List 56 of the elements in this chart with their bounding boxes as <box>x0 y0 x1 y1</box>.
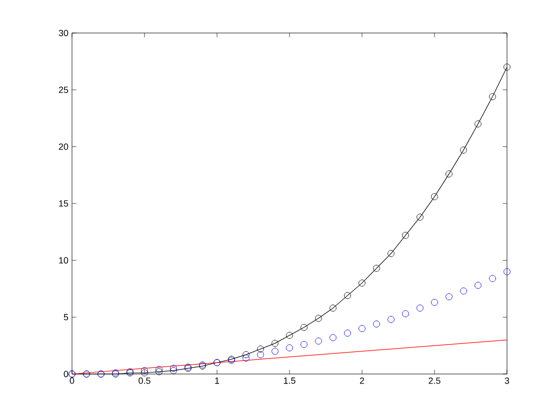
point <box>388 316 394 323</box>
point <box>358 325 366 332</box>
point <box>156 368 162 376</box>
y-tick-label: 10 <box>59 257 68 264</box>
point <box>460 146 467 154</box>
point <box>156 366 162 373</box>
x-tick-label: 0 <box>70 378 74 384</box>
point <box>460 288 467 294</box>
point <box>431 193 438 200</box>
point <box>474 120 482 128</box>
point <box>330 334 336 342</box>
point <box>358 280 366 287</box>
point <box>257 346 264 352</box>
x-tick-label: 0.5 <box>138 378 150 384</box>
point <box>272 348 278 355</box>
point <box>330 304 336 312</box>
point <box>431 298 438 306</box>
x-tick-label: 3 <box>504 378 510 384</box>
point <box>315 314 322 322</box>
point <box>504 268 510 276</box>
point <box>257 351 264 358</box>
point <box>300 340 308 348</box>
point <box>402 310 409 318</box>
point <box>286 332 293 339</box>
x-tick-label: 2 <box>360 378 364 384</box>
point <box>170 367 177 374</box>
point <box>300 324 308 331</box>
point <box>446 170 452 178</box>
x-tick-label: 2.5 <box>428 378 440 384</box>
y-tick-label: 0 <box>64 370 68 378</box>
point <box>373 264 380 272</box>
y-tick-label: 5 <box>64 314 68 320</box>
point <box>388 250 394 257</box>
y-tick-label: 20 <box>58 143 68 150</box>
point <box>489 275 496 282</box>
point <box>402 232 409 239</box>
x-tick-label: 1.5 <box>284 378 296 384</box>
point <box>272 340 278 347</box>
y-tick-label: 30 <box>58 30 68 36</box>
point <box>446 293 452 300</box>
x-tick-label: 1 <box>215 378 220 384</box>
point <box>504 64 510 71</box>
point <box>344 330 351 337</box>
point <box>416 304 424 312</box>
point <box>373 320 380 328</box>
y-tick-label: 25 <box>58 86 68 94</box>
point <box>416 214 424 221</box>
point <box>242 351 250 358</box>
point <box>315 338 322 344</box>
point <box>286 344 293 352</box>
point <box>474 282 482 289</box>
point <box>242 354 250 362</box>
point <box>170 364 177 372</box>
y-tick-label: 15 <box>59 200 68 207</box>
point <box>489 93 496 100</box>
point <box>344 292 351 300</box>
